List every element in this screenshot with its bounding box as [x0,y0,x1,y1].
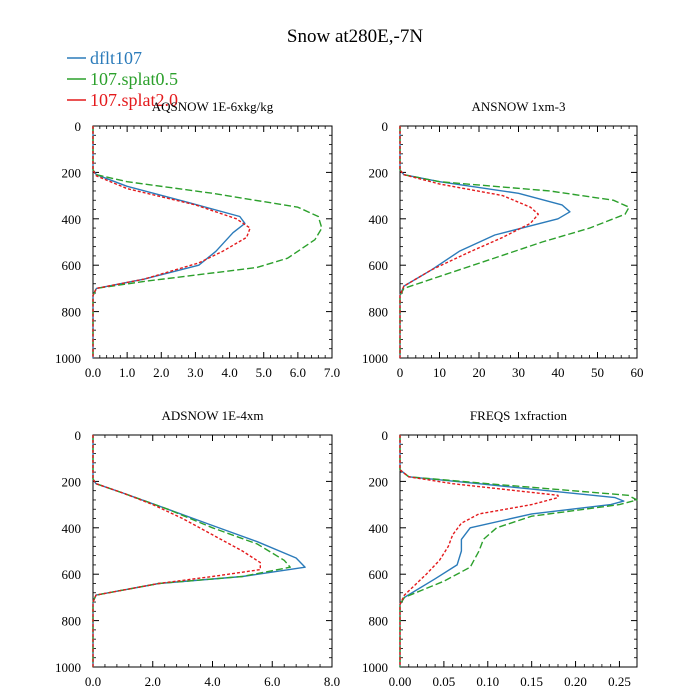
panel-title: FREQS 1xfraction [470,408,568,423]
x-tick-label: 7.0 [324,365,340,380]
panel-title: AQSNOW 1E-6xkg/kg [152,99,274,114]
series-line-dflt107 [92,126,246,358]
legend-label-splat05: 107.splat0.5 [90,69,178,89]
y-tick-label: 200 [369,165,389,180]
legend-entry-dflt107: dflt107 [67,48,142,68]
panel-title: ADSNOW 1E-4xm [162,408,264,423]
x-tick-label: 2.0 [145,674,161,689]
series-line-dflt107 [399,435,625,667]
x-tick-label: 0.15 [520,674,543,689]
series-line-splat20 [92,126,251,358]
panel-aqsnow: AQSNOW 1E-6xkg/kg 0.0 1.0 2.0 3.0 4.0 5.0 6.0 7.… [55,99,340,380]
y-tick-label: 400 [62,521,82,536]
x-tick-label: 30 [512,365,525,380]
x-tick-label: 5.0 [256,365,272,380]
x-tick-label: 8.0 [324,674,340,689]
y-tick-label: 400 [369,212,389,227]
y-tick-label: 800 [62,305,82,320]
x-tick-label: 0.0 [85,365,101,380]
series-line-splat05 [399,126,630,358]
y-tick-label: 0 [75,428,82,443]
y-tick-label: 0 [75,119,82,134]
legend-entry-splat05: 107.splat0.5 [67,69,178,89]
y-tick-label: 800 [62,614,82,629]
y-tick-label: 1000 [55,351,81,366]
series-line-splat20 [399,126,539,358]
series-line-splat20 [399,435,559,667]
plot-frame [92,125,333,359]
x-tick-label: 0.05 [433,674,456,689]
legend: dflt107 107.splat0.5 107.splat2.0 [67,48,178,110]
y-tick-label: 800 [369,614,389,629]
x-tick-label: 6.0 [264,674,280,689]
x-tick-label: 10 [433,365,446,380]
y-tick-label: 1000 [362,660,388,675]
x-tick-label: 20 [473,365,486,380]
legend-label-splat20: 107.splat2.0 [90,90,178,110]
x-tick-label: 4.0 [204,674,220,689]
y-tick-label: 200 [62,474,82,489]
y-tick-label: 600 [62,258,82,273]
y-tick-label: 400 [369,521,389,536]
panel-title: ANSNOW 1xm-3 [471,99,565,114]
y-tick-label: 1000 [55,660,81,675]
x-tick-label: 0.0 [85,674,101,689]
series-line-dflt107 [92,435,306,667]
series-line-splat05 [92,435,291,667]
x-tick-label: 4.0 [221,365,237,380]
x-tick-label: 0.20 [564,674,587,689]
y-tick-label: 0 [382,119,389,134]
plot-frame [399,434,638,668]
legend-label-dflt107: dflt107 [90,48,142,68]
x-tick-label: 60 [631,365,644,380]
y-tick-label: 1000 [362,351,388,366]
y-tick-label: 200 [369,474,389,489]
x-tick-label: 3.0 [187,365,203,380]
y-tick-label: 600 [369,258,389,273]
legend-entry-splat20: 107.splat2.0 [67,90,178,110]
plot-frame [399,125,638,359]
series-line-splat05 [92,126,323,358]
y-tick-label: 600 [369,567,389,582]
y-tick-label: 0 [382,428,389,443]
x-tick-label: 40 [552,365,565,380]
series-line-splat05 [399,435,638,667]
y-tick-label: 200 [62,165,82,180]
x-tick-label: 1.0 [119,365,135,380]
panel-freqs: FREQS 1xfraction 0.00 0.05 0.10 0.15 0.20 0.25… [362,408,638,689]
x-tick-label: 6.0 [290,365,306,380]
series-line-splat20 [92,435,261,667]
x-tick-label: 0.25 [608,674,631,689]
panel-ansnow: ANSNOW 1xm-30 10 20 30 40 50 60020040060080010… [362,99,644,380]
y-tick-label: 400 [62,212,82,227]
x-tick-label: 0.10 [476,674,499,689]
x-tick-label: 50 [591,365,604,380]
y-tick-label: 600 [62,567,82,582]
plot-frame [92,434,333,668]
x-tick-label: 0.00 [389,674,412,689]
figure-title: Snow at280E,-7N [287,26,423,47]
y-tick-label: 800 [369,305,389,320]
x-tick-label: 0 [397,365,404,380]
x-tick-label: 2.0 [153,365,169,380]
panel-adsnow: ADSNOW 1E-4xm 0.0 2.0 4.0 6.0 8.0 0 200 400 600 80… [55,408,340,689]
